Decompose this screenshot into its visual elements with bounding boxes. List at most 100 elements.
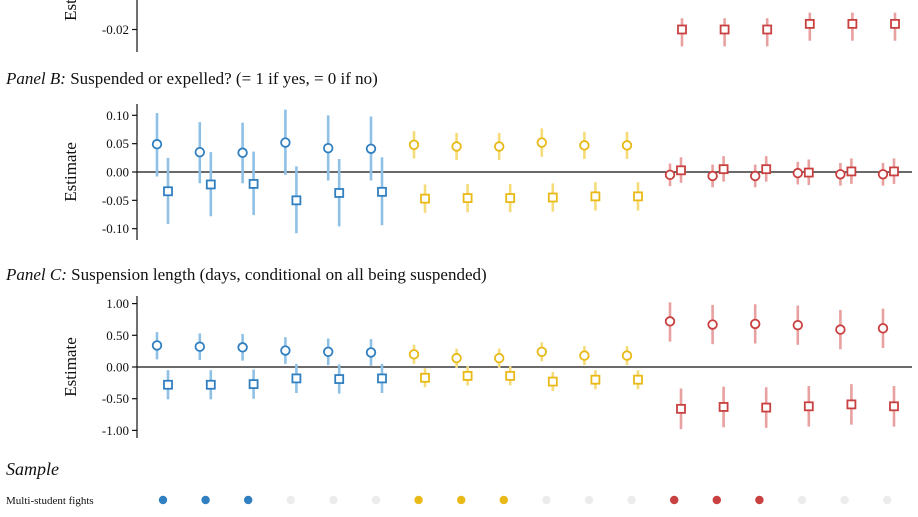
point-estimate-circle <box>408 349 420 360</box>
y-tick-label: 0.05 <box>106 136 129 151</box>
point-estimate-circle <box>151 340 163 351</box>
point-estimate-square <box>547 192 558 203</box>
point-estimate-circle <box>750 318 761 330</box>
panel-b-title: Suspended or expelled? (= 1 if yes, = 0 … <box>70 69 378 88</box>
y-tick-label: 1.00 <box>106 296 129 311</box>
point-estimate-square <box>590 191 601 202</box>
y-tick-label: 0.50 <box>106 328 129 343</box>
sample-dot <box>286 495 295 505</box>
point-estimate-circle <box>835 169 846 180</box>
point-estimate-circle <box>707 319 718 330</box>
point-estimate-square <box>547 376 558 387</box>
point-estimate-circle <box>365 347 377 358</box>
sample-dot <box>158 495 168 505</box>
point-estimate-square <box>505 193 516 203</box>
sample-dot <box>542 495 551 505</box>
point-estimate-square <box>846 399 857 410</box>
panel-c-suspension-length: 1.00 0.50 0.00 -0.50 -1.00 Estimate <box>61 296 912 438</box>
point-estimate-square <box>718 164 729 175</box>
point-estimate-square <box>633 191 643 202</box>
point-estimate-square <box>677 24 687 35</box>
point-estimate-circle <box>408 139 420 151</box>
point-estimate-square <box>462 193 473 203</box>
point-estimate-square <box>761 402 772 413</box>
point-estimate-square <box>719 24 730 35</box>
sample-dot <box>201 495 210 505</box>
point-estimate-circle <box>664 169 676 181</box>
point-estimate-square <box>890 18 900 29</box>
point-estimate-square <box>163 379 173 390</box>
sample-row-label: Multi-student fights <box>6 495 94 507</box>
point-estimate-square <box>462 370 473 381</box>
y-tick-label: 0.10 <box>106 108 129 123</box>
panel-c-label: Panel C: <box>5 265 67 284</box>
point-estimate-square <box>377 186 387 197</box>
point-estimate-circle <box>621 140 633 151</box>
point-estimate-square <box>718 402 729 412</box>
point-estimate-circle <box>323 346 334 357</box>
y-tick-label: -0.05 <box>102 193 129 208</box>
point-estimate-circle <box>237 147 248 158</box>
sample-dot <box>584 495 594 505</box>
sample-dot <box>755 495 764 505</box>
panel-c-title: Suspension length (days, conditional on … <box>71 265 487 284</box>
point-estimate-square <box>676 403 686 414</box>
point-estimate-square <box>889 166 899 177</box>
sample-dot <box>840 495 849 505</box>
point-estimate-square <box>846 166 857 177</box>
point-estimate-circle <box>536 346 548 357</box>
point-estimate-square <box>590 374 601 385</box>
sample-dot <box>329 495 338 505</box>
point-estimate-square <box>803 401 814 412</box>
point-estimate-circle <box>494 141 505 152</box>
point-estimate-circle <box>494 352 505 364</box>
point-estimate-circle <box>877 169 889 180</box>
sample-dot <box>670 495 679 505</box>
y-axis-title: Estimate <box>61 142 80 201</box>
point-estimate-square <box>633 374 643 385</box>
y-tick-label: 0.00 <box>106 165 129 180</box>
point-estimate-circle <box>750 170 761 182</box>
point-estimate-circle <box>451 352 462 364</box>
point-estimate-square <box>803 167 814 178</box>
point-estimate-square <box>505 370 516 381</box>
point-estimate-circle <box>280 137 291 148</box>
sample-title: Sample <box>6 459 59 479</box>
point-estimate-square <box>377 373 387 384</box>
point-estimate-square <box>248 178 259 189</box>
point-estimate-circle <box>792 319 804 331</box>
point-estimate-circle <box>579 140 590 151</box>
point-estimate-square <box>291 373 302 384</box>
y-tick-label: -0.02 <box>102 22 129 37</box>
point-estimate-square <box>205 379 216 390</box>
sample-dot <box>414 495 423 505</box>
point-estimate-square <box>291 195 302 206</box>
point-estimate-circle <box>707 170 718 182</box>
y-tick-label: 0.00 <box>106 360 129 375</box>
point-estimate-square <box>889 401 899 412</box>
point-estimate-square <box>676 165 686 176</box>
point-estimate-square <box>248 379 259 390</box>
point-estimate-circle <box>237 342 248 353</box>
point-estimate-square <box>420 193 430 204</box>
point-estimate-circle <box>451 141 462 152</box>
y-axis-title: Estimate <box>61 337 80 396</box>
y-axis-title: Est <box>61 0 80 21</box>
sample-dot <box>627 495 636 505</box>
point-estimate-circle <box>579 350 590 361</box>
point-estimate-square <box>163 186 173 197</box>
y-tick-label: -0.50 <box>102 391 129 406</box>
sample-dot <box>499 495 508 505</box>
sample-dot <box>371 495 381 505</box>
point-estimate-circle <box>877 323 889 334</box>
point-estimate-circle <box>151 139 163 150</box>
point-estimate-circle <box>194 341 206 352</box>
sample-indicator-dots <box>158 495 892 505</box>
panel-b-label: Panel B: <box>5 69 66 88</box>
point-estimate-circle <box>536 137 548 148</box>
y-tick-label: -0.10 <box>102 221 129 236</box>
sample-dot <box>712 495 721 505</box>
panel-b-heading: Panel B: Suspended or expelled? (= 1 if … <box>5 69 378 88</box>
panel-c-heading: Panel C: Suspension length (days, condit… <box>5 265 487 284</box>
